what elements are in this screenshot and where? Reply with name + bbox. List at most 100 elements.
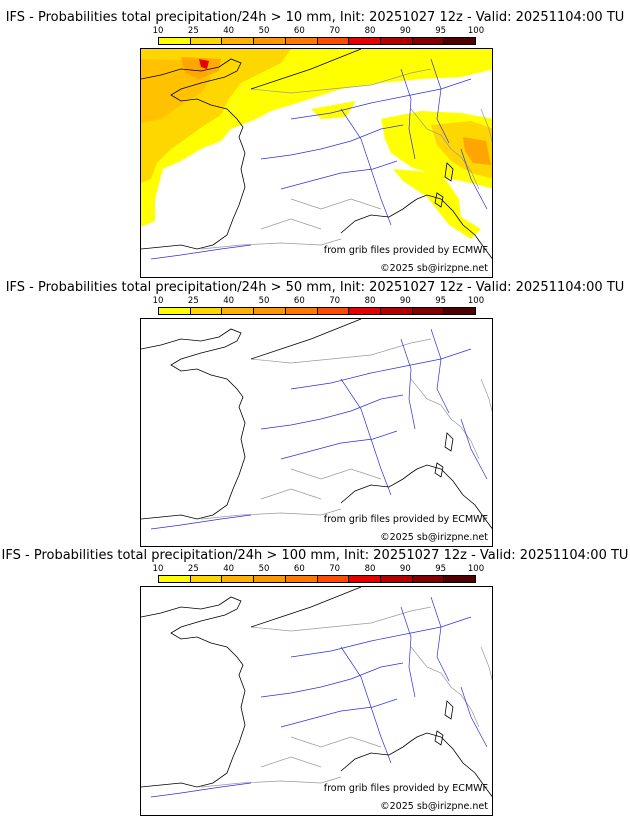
panel-title: IFS - Probabilities total precipitation/… [1, 548, 629, 563]
source-credit: from grib files provided by ECMWF [323, 783, 488, 794]
colorbar-swatches [158, 37, 476, 45]
river [150, 244, 252, 260]
map-canvas [141, 319, 492, 530]
colorbar-tick-label: 70 [329, 26, 341, 36]
colorbar-tick-label: 50 [258, 26, 270, 36]
map-canvas [141, 49, 492, 260]
map-frame: from grib files provided by ECMWF ©2025 … [140, 586, 493, 816]
river [290, 78, 472, 120]
colorbar-swatch [317, 38, 350, 44]
river [340, 108, 392, 226]
admin-border [480, 108, 492, 143]
source-credit: from grib files provided by ECMWF [323, 245, 488, 256]
colorbar-swatch [380, 576, 413, 582]
colorbar-tick-label: 40 [223, 564, 235, 574]
colorbar-swatches [158, 575, 476, 583]
river [280, 430, 398, 460]
river [280, 160, 398, 190]
river [340, 646, 392, 764]
river [260, 662, 404, 698]
copyright-credit: ©2025 sb@irizpne.net [380, 263, 488, 274]
colorbar-tick-label: 60 [293, 26, 305, 36]
colorbar-tick-label: 90 [399, 296, 411, 306]
admin-border [410, 108, 480, 190]
colorbar-tick-label: 10 [152, 564, 164, 574]
river [460, 686, 488, 748]
colorbar-swatch [254, 308, 286, 314]
colorbar-swatch [190, 38, 223, 44]
colorbar-tick-label: 80 [364, 564, 376, 574]
colorbar-swatch [285, 38, 318, 44]
colorbar-swatch [222, 308, 255, 314]
panel-title: IFS - Probabilities total precipitation/… [5, 10, 625, 25]
river [400, 338, 416, 430]
colorbar-tick-label: 10 [152, 26, 164, 36]
colorbar-tick-label: 60 [293, 564, 305, 574]
colorbar-tick-label: 80 [364, 296, 376, 306]
colorbar-swatch [190, 308, 223, 314]
colorbar-swatch [317, 576, 350, 582]
colorbar-tick-label: 100 [467, 26, 485, 36]
colorbar-swatch [285, 308, 318, 314]
colorbar-swatch [254, 38, 286, 44]
colorbar-tick-label: 100 [467, 564, 485, 574]
colorbar-ticks: 10 25 40 50 60 70 80 90 95 100 [153, 296, 485, 307]
colorbar-swatch [412, 38, 445, 44]
river [430, 328, 450, 414]
source-credit: from grib files provided by ECMWF [323, 514, 488, 525]
admin-border [200, 508, 342, 520]
coastline [141, 49, 492, 259]
colorbar-swatch [222, 576, 255, 582]
river [430, 58, 450, 144]
precip-shading [141, 49, 492, 239]
colorbar-swatch [159, 38, 191, 44]
forecast-panel-50mm: IFS - Probabilities total precipitation/… [0, 280, 630, 548]
admin-border [480, 378, 492, 413]
admin-border [480, 646, 492, 681]
colorbar-tick-label: 60 [293, 296, 305, 306]
admin-border [200, 238, 342, 250]
river [150, 782, 252, 798]
colorbar-swatch [190, 576, 223, 582]
river [280, 698, 398, 728]
map-frame: from grib files provided by ECMWF ©2025 … [140, 48, 493, 278]
colorbar-tick-label: 95 [435, 26, 447, 36]
colorbar-swatch [285, 576, 318, 582]
colorbar-swatch [222, 38, 255, 44]
admin-border [250, 68, 432, 94]
map-frame: from grib files provided by ECMWF ©2025 … [140, 318, 493, 547]
colorbar-tick-label: 70 [329, 296, 341, 306]
colorbar-tick-label: 40 [223, 296, 235, 306]
colorbar-tick-label: 80 [364, 26, 376, 36]
colorbar-swatch [444, 38, 476, 44]
river [460, 418, 488, 480]
colorbar-swatch [349, 38, 381, 44]
colorbar-swatch [349, 576, 381, 582]
admin-border [290, 198, 382, 210]
colorbar-swatch [444, 576, 476, 582]
colorbar-tick-label: 90 [399, 564, 411, 574]
colorbar-swatch [159, 308, 191, 314]
admin-border [260, 488, 322, 500]
colorbar-tick-label: 25 [187, 26, 199, 36]
forecast-panel-10mm: IFS - Probabilities total precipitation/… [0, 10, 630, 278]
admin-border [250, 338, 432, 364]
probability-colorbar: 10 25 40 50 60 70 80 90 95 100 [153, 296, 485, 319]
river [340, 378, 392, 496]
admin-border [200, 776, 342, 788]
colorbar-swatch [444, 308, 476, 314]
river [260, 394, 404, 430]
copyright-credit: ©2025 sb@irizpne.net [380, 801, 488, 812]
river [150, 514, 252, 530]
colorbar-swatch [412, 576, 445, 582]
river [400, 606, 416, 698]
coastline [141, 319, 492, 529]
probability-colorbar: 10 25 40 50 60 70 80 90 95 100 [153, 564, 485, 587]
colorbar-swatch [380, 38, 413, 44]
colorbar-tick-label: 10 [152, 296, 164, 306]
river [460, 148, 488, 210]
colorbar-ticks: 10 25 40 50 60 70 80 90 95 100 [153, 564, 485, 575]
river [260, 124, 404, 160]
forecast-panel-100mm: IFS - Probabilities total precipitation/… [0, 548, 630, 816]
colorbar-swatch [349, 308, 381, 314]
